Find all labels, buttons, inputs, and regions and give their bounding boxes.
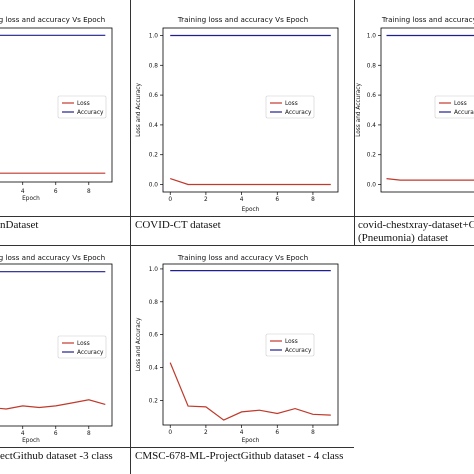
legend-label: Loss (285, 101, 298, 107)
y-axis-label: Loss and Accuracy (356, 83, 362, 137)
legend-label: Accuracy (285, 348, 312, 354)
chart-title: Training loss and accuracy Vs Epoch (0, 15, 105, 24)
chart-svg-5: Training loss and accuracy Vs Epoch Loss … (136, 253, 339, 444)
y-tick-label: 0.0 (367, 183, 377, 189)
chart-svg-1: Training loss and accuracy Vs Epoch02468… (0, 15, 113, 202)
x-tick-label: 6 (54, 189, 58, 195)
series-line-loss (0, 399, 106, 410)
y-tick-label: 0.4 (367, 123, 377, 129)
y-tick-label: 0.4 (149, 123, 159, 129)
y-tick-label: 1.0 (149, 267, 159, 273)
chart-title: Training loss and accuracy Vs Epoch (381, 15, 474, 24)
caption-5: CMSC-678-ML-ProjectGithub dataset - 4 cl… (135, 450, 344, 462)
x-tick-label: 4 (21, 431, 25, 437)
x-tick-label: 4 (21, 189, 25, 195)
x-tick-label: 6 (275, 197, 279, 203)
x-tick-label: 4 (240, 430, 244, 436)
chart-svg-3: Training loss and accuracy Vs Epoch Loss … (356, 15, 474, 193)
y-tick-label: 0.6 (149, 333, 159, 339)
chart-panel-2: Training loss and accuracy Vs Epoch Loss … (131, 0, 354, 216)
y-tick-label: 0.8 (367, 63, 377, 69)
series-line-loss (170, 178, 331, 186)
grid-divider-v2 (354, 0, 355, 245)
plot-frame (0, 263, 113, 427)
y-tick-label: 0.8 (149, 300, 159, 306)
y-axis-label: Loss and Accuracy (136, 83, 142, 137)
chart-panel-4: Training loss and accuracy Vs Epoch02468… (0, 246, 130, 447)
grid-divider-h3 (0, 447, 354, 448)
x-axis-label: Epoch (242, 207, 260, 213)
y-tick-label: 0.4 (149, 366, 159, 372)
x-tick-label: 8 (311, 430, 315, 436)
caption-3b: (Pneumonia) dataset (358, 232, 449, 244)
y-tick-label: 0.0 (149, 183, 159, 189)
x-tick-label: 8 (87, 431, 91, 437)
grid-divider-v1 (130, 0, 131, 474)
caption-3a: covid-chestxray-dataset+Ches (358, 219, 474, 231)
y-tick-label: 0.8 (149, 63, 159, 69)
series-line-loss (386, 178, 474, 181)
legend-label: Accuracy (454, 110, 474, 116)
x-tick-label: 2 (204, 430, 208, 436)
plot-frame (162, 263, 339, 426)
caption-4: ectGithub dataset -3 class (0, 450, 113, 462)
chart-title: Training loss and accuracy Vs Epoch (177, 253, 308, 262)
chart-svg-4: Training loss and accuracy Vs Epoch02468… (0, 253, 113, 444)
chart-panel-1: Training loss and accuracy Vs Epoch02468… (0, 0, 130, 216)
chart-title: Training loss and accuracy Vs Epoch (177, 15, 308, 24)
grid-divider-h2 (0, 245, 474, 246)
legend-label: Loss (285, 339, 298, 345)
legend-label: Loss (77, 101, 90, 107)
legend-label: Loss (77, 341, 90, 347)
x-tick-label: 6 (54, 431, 58, 437)
legend-label: Accuracy (285, 110, 312, 116)
y-tick-label: 1.0 (149, 33, 159, 39)
plot-frame (0, 27, 113, 183)
x-axis-label: Epoch (22, 438, 40, 444)
y-tick-label: 0.2 (149, 398, 159, 404)
chart-panel-3: Training loss and accuracy Vs Epoch Loss … (355, 0, 474, 216)
x-tick-label: 0 (168, 197, 172, 203)
y-tick-label: 0.6 (149, 93, 159, 99)
x-tick-label: 0 (168, 430, 172, 436)
x-axis-label: Epoch (22, 196, 40, 202)
legend-label: Loss (454, 101, 467, 107)
chart-panel-5: Training loss and accuracy Vs Epoch Loss … (131, 246, 354, 447)
caption-1: nDataset (0, 219, 39, 231)
legend-label: Accuracy (77, 110, 104, 116)
grid-divider-h1 (0, 216, 474, 217)
x-axis-label: Epoch (242, 438, 260, 444)
plot-frame (162, 27, 339, 193)
x-tick-label: 2 (204, 197, 208, 203)
y-tick-label: 0.6 (367, 93, 377, 99)
legend-label: Accuracy (77, 350, 104, 356)
plot-frame (380, 27, 474, 193)
x-tick-label: 4 (240, 197, 244, 203)
x-tick-label: 8 (87, 189, 91, 195)
y-tick-label: 0.2 (149, 153, 159, 159)
chart-svg-2: Training loss and accuracy Vs Epoch Loss … (136, 15, 339, 213)
chart-title: Training loss and accuracy Vs Epoch (0, 253, 105, 262)
y-axis-label: Loss and Accuracy (136, 317, 142, 371)
y-tick-label: 1.0 (367, 33, 377, 39)
caption-2: COVID-CT dataset (135, 219, 221, 231)
y-tick-label: 0.2 (367, 153, 377, 159)
x-tick-label: 6 (275, 430, 279, 436)
x-tick-label: 8 (311, 197, 315, 203)
series-line-loss (169, 362, 331, 421)
